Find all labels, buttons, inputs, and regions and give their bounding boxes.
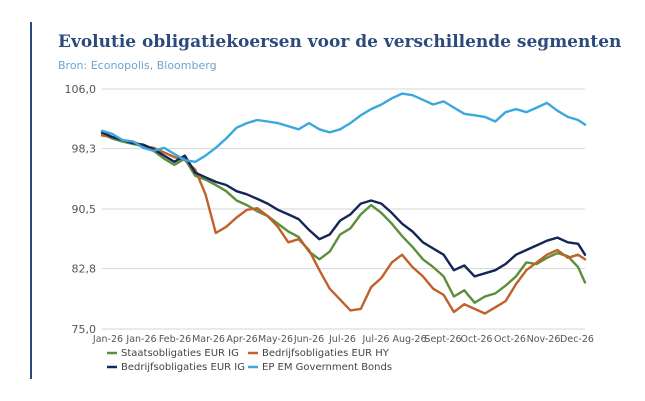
y-axis-ticks: 75,0 82,8 90,5 98,3 106,0 bbox=[65, 83, 97, 336]
chart-source: Bron: Econopolis, Bloomberg bbox=[58, 59, 217, 72]
legend-label: Staatsobligaties EUR IG bbox=[121, 348, 239, 359]
x-tick-label: Feb-26 bbox=[159, 334, 191, 345]
y-tick-label: 75,0 bbox=[72, 323, 97, 336]
x-tick-label: Jul-26 bbox=[362, 334, 390, 345]
series-line-ep-em-government-bonds bbox=[100, 92, 587, 163]
y-tick-label: 98,3 bbox=[72, 143, 97, 156]
chart-title: Evolutie obligatiekoersen voor de versch… bbox=[58, 32, 622, 52]
x-tick-label: Jan-26 bbox=[125, 334, 156, 345]
y-tick-label: 90,5 bbox=[72, 203, 97, 216]
series-lines bbox=[100, 92, 587, 315]
grid-lines bbox=[102, 88, 585, 330]
y-tick-label: 82,8 bbox=[72, 263, 97, 276]
x-tick-label: Aug-26 bbox=[392, 334, 426, 345]
x-tick-label: Nov-26 bbox=[527, 334, 561, 345]
legend: Staatsobligaties EUR IG Bedrijfsobligatie… bbox=[107, 348, 392, 373]
x-tick-label: Jul-26 bbox=[328, 334, 356, 345]
legend-label: Bedrijfsobligaties EUR IG bbox=[121, 362, 245, 373]
x-tick-label: May-26 bbox=[258, 334, 293, 345]
x-tick-label: Oct-26 bbox=[494, 334, 526, 345]
series-line-bedrijfsobligaties-eur-ig bbox=[100, 131, 587, 278]
x-axis-ticks: Jan-26 Jan-26 Feb-26 Mar-26 Apr-26 May-26 Jun-… bbox=[92, 334, 594, 345]
x-tick-label: Jun-26 bbox=[293, 334, 324, 345]
legend-label: EP EM Government Bonds bbox=[262, 362, 392, 373]
x-tick-label: Mar-26 bbox=[192, 334, 225, 345]
x-tick-label: Oct-26 bbox=[461, 334, 493, 345]
y-tick-label: 106,0 bbox=[65, 83, 97, 96]
x-tick-label: Dec-26 bbox=[560, 334, 594, 345]
accent-bar bbox=[30, 22, 32, 379]
x-tick-label: Apr-26 bbox=[226, 334, 257, 345]
legend-label: Bedrijfsobligaties EUR HY bbox=[262, 348, 390, 359]
x-tick-label: Sept-26 bbox=[424, 334, 461, 345]
x-tick-label: Jan-26 bbox=[92, 334, 123, 345]
